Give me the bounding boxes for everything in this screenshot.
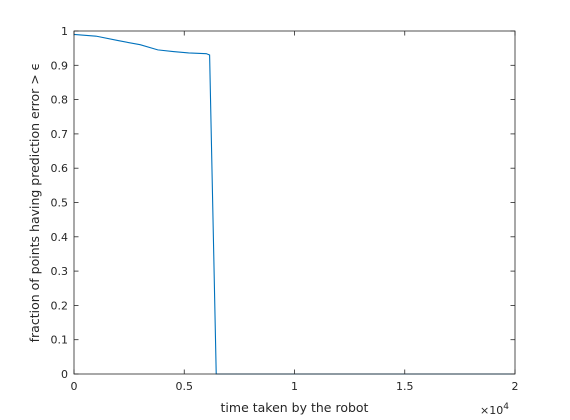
y-tick-label: 1 — [61, 25, 68, 38]
x-tick-label: 1 — [291, 380, 298, 393]
x-axis-multiplier: ×104 — [480, 402, 509, 417]
x-tick-label: 2 — [512, 380, 519, 393]
y-tick-label: 0.7 — [51, 128, 69, 141]
y-tick-label: 0.5 — [51, 197, 69, 210]
y-tick-label: 0.4 — [51, 231, 69, 244]
x-tick-label: 1.5 — [396, 380, 414, 393]
x-tick-label: 0 — [71, 380, 78, 393]
y-tick-label: 0.3 — [51, 265, 69, 278]
y-tick-label: 0.2 — [51, 299, 69, 312]
y-tick-label: 0 — [61, 368, 68, 381]
x-axis-multiplier-base: ×10 — [480, 404, 503, 417]
ticks-layer: 0 0.5 1 1.5 2 0 0.1 0.2 0.3 0.4 0.5 0.6 0.7 0.8 0.9 1 — [51, 25, 519, 393]
plot-area — [74, 31, 515, 374]
y-axis-label: fraction of points having prediction err… — [27, 63, 42, 343]
y-tick-label: 0.8 — [51, 94, 69, 107]
x-axis-label: time taken by the robot — [221, 400, 369, 415]
x-tick-label: 0.5 — [176, 380, 194, 393]
x-axis-multiplier-exponent: 4 — [503, 402, 509, 412]
y-tick-label: 0.9 — [51, 59, 69, 72]
y-tick-label: 0.1 — [51, 334, 69, 347]
y-tick-label: 0.6 — [51, 162, 69, 175]
